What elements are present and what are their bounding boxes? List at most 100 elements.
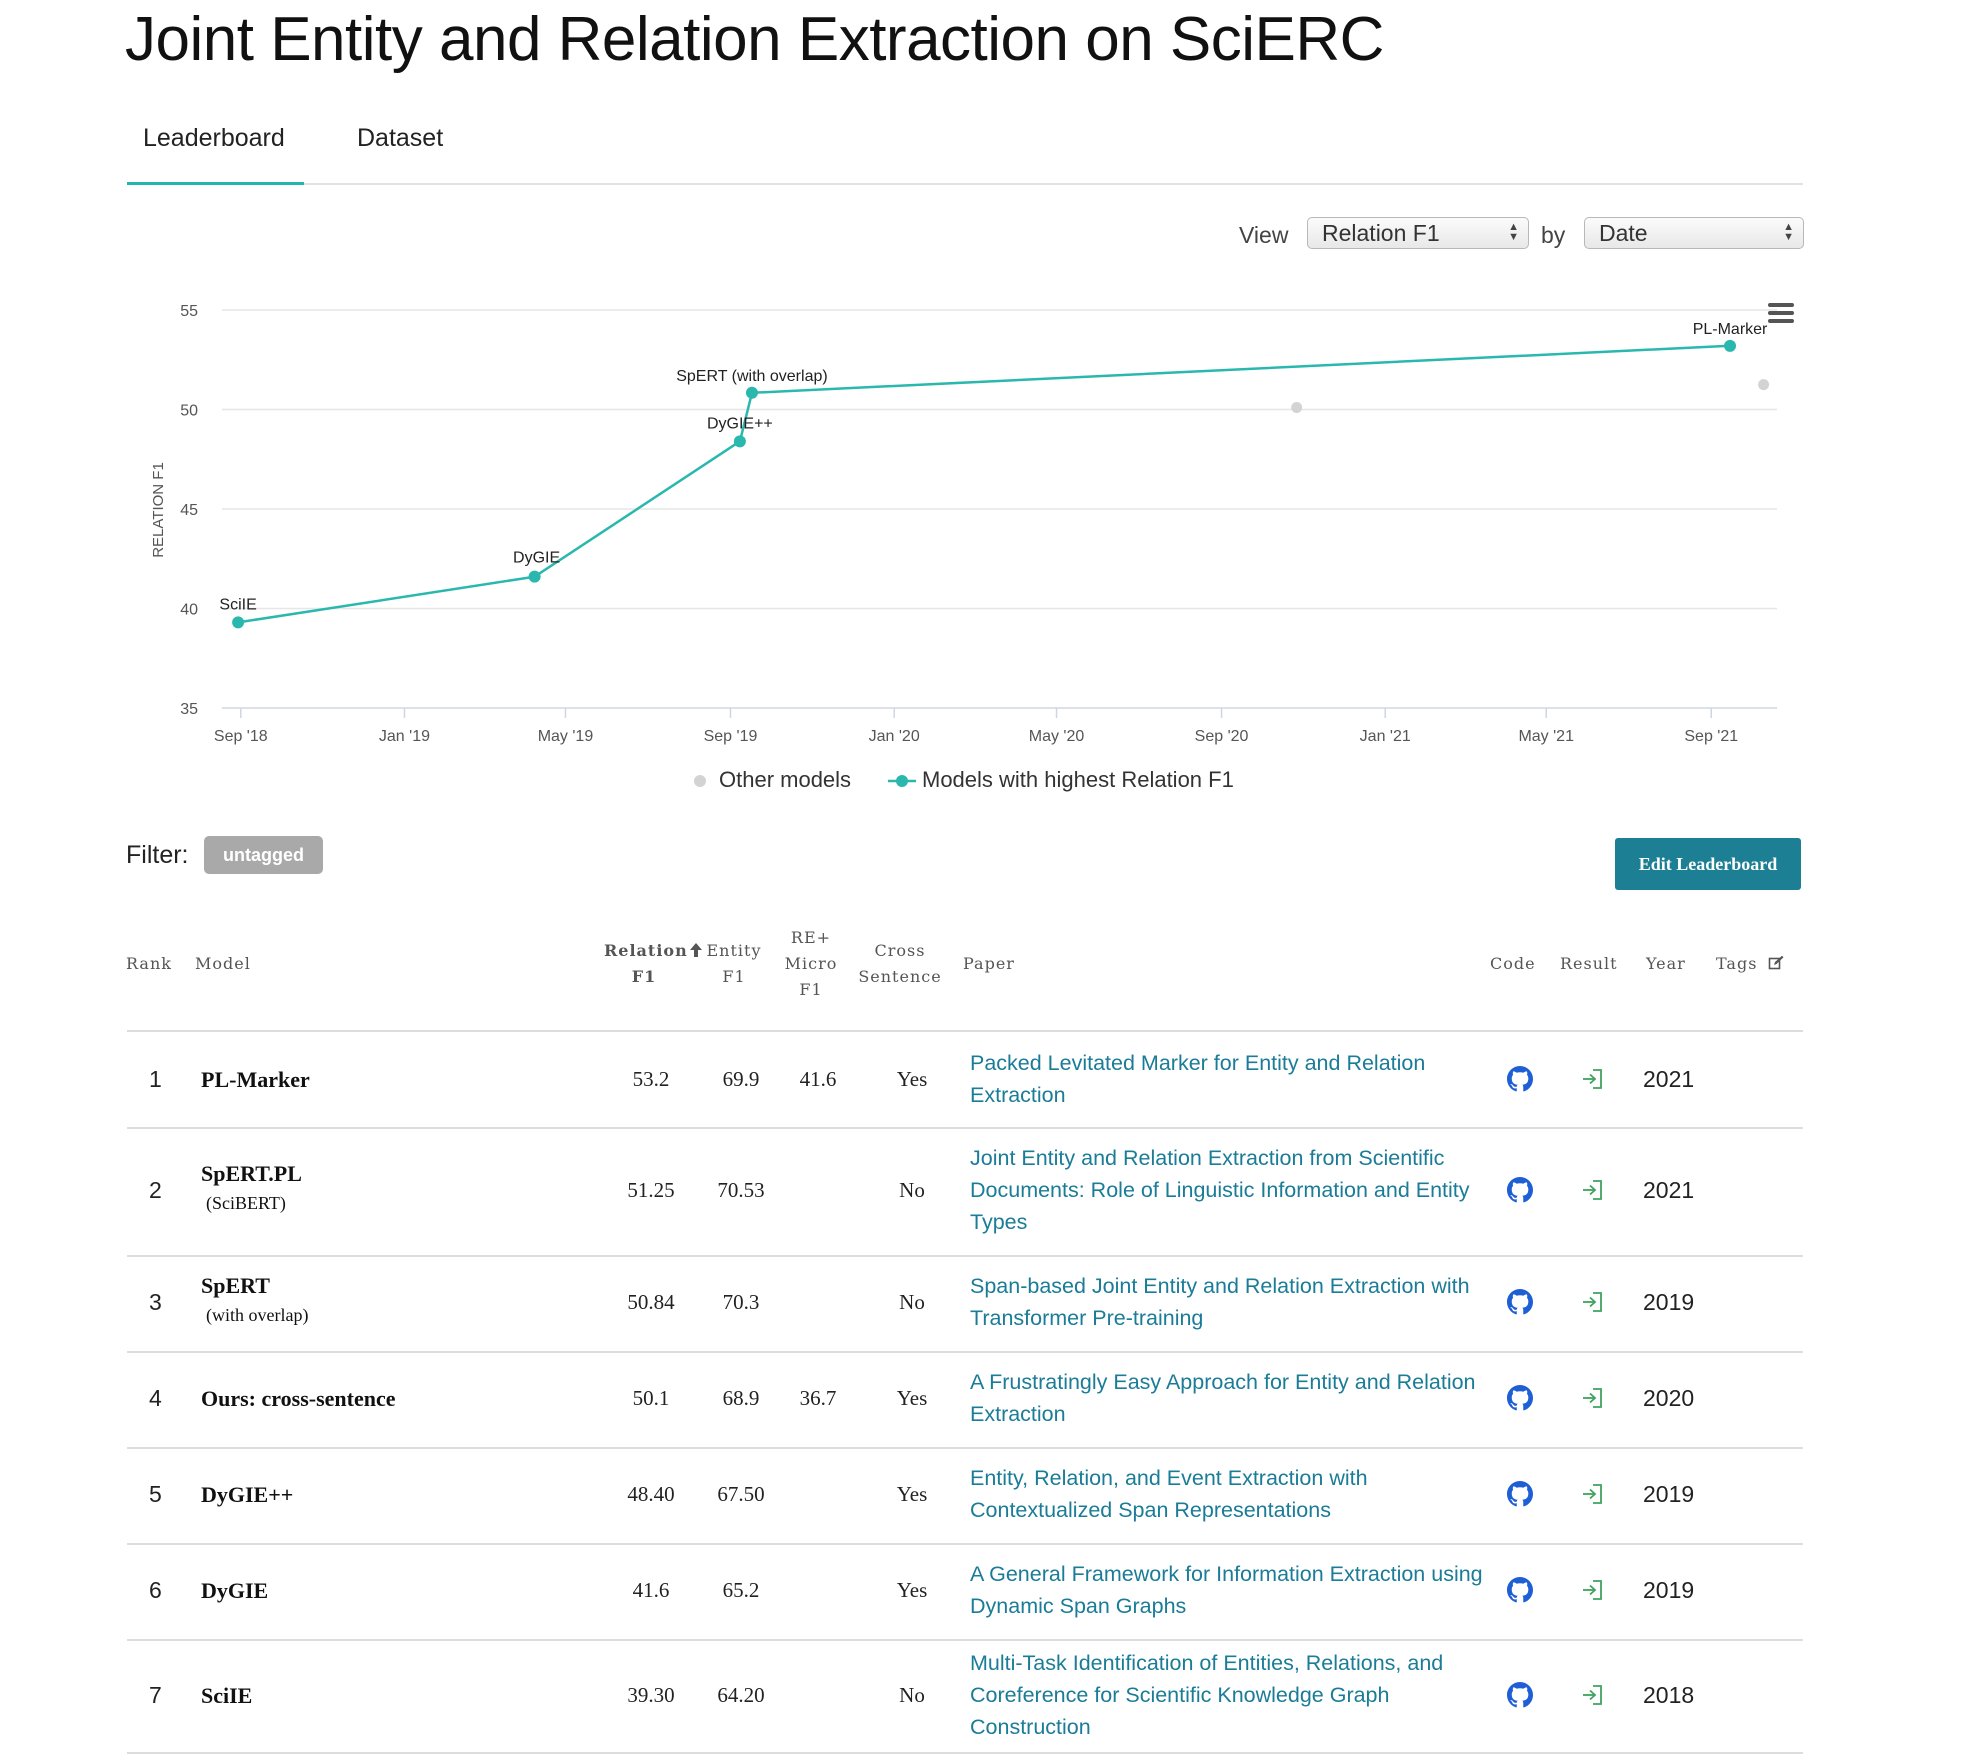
- tab-dataset[interactable]: Dataset: [357, 124, 444, 152]
- sort-by-select[interactable]: Date ▲ ▼: [1584, 217, 1804, 249]
- view-label: View: [1239, 222, 1289, 248]
- metric-select[interactable]: Relation F1 ▲ ▼: [1307, 217, 1529, 249]
- rank-cell: 2: [149, 1177, 162, 1203]
- legend-marker-best: [896, 775, 908, 787]
- entity-f1-cell: 69.9: [722, 1066, 760, 1091]
- paper-link[interactable]: Multi-Task Identification of Entities, R…: [970, 1650, 1444, 1739]
- edit-leaderboard-button[interactable]: Edit Leaderboard: [1615, 838, 1801, 890]
- hamburger-menu-icon[interactable]: [1768, 303, 1794, 323]
- x-tick-label: May '20: [1029, 728, 1085, 745]
- header-relation-f1[interactable]: Relation F1: [604, 938, 702, 990]
- y-tick-label: 35: [180, 701, 198, 718]
- sign-in-icon[interactable]: [1580, 1289, 1606, 1320]
- paper-link[interactable]: A Frustratingly Easy Approach for Entity…: [970, 1370, 1476, 1426]
- year-cell: 2019: [1643, 1481, 1695, 1507]
- sign-in-icon[interactable]: [1580, 1385, 1606, 1416]
- x-tick-label: Sep '19: [704, 728, 758, 745]
- header-re-micro-f1[interactable]: RE+ Micro F1: [776, 925, 846, 1003]
- header-result: Result: [1560, 954, 1618, 973]
- model-name: DyGIE++: [201, 1482, 294, 1507]
- header-cross-sentence[interactable]: Cross Sentence: [855, 938, 945, 990]
- paper-link[interactable]: Span-based Joint Entity and Relation Ext…: [970, 1274, 1470, 1330]
- relation-f1-cell: 41.6: [632, 1578, 670, 1602]
- cross-sentence-cell: No: [899, 1682, 925, 1707]
- cross-sentence-cell: Yes: [896, 1386, 928, 1410]
- header-relation-f1-line1: Relation: [604, 941, 688, 960]
- header-model[interactable]: Model: [195, 954, 251, 973]
- paper-link[interactable]: Joint Entity and Relation Extraction fro…: [970, 1146, 1470, 1234]
- header-year[interactable]: Year: [1646, 954, 1686, 973]
- paper-link[interactable]: A General Framework for Information Extr…: [970, 1562, 1483, 1618]
- y-tick-label: 40: [180, 602, 198, 619]
- cross-sentence-cell: No: [899, 1290, 925, 1314]
- model-name: PL-Marker: [201, 1066, 310, 1092]
- y-tick-label: 45: [180, 502, 198, 519]
- x-tick-label: May '19: [538, 728, 594, 745]
- y-tick-label: 55: [180, 303, 198, 320]
- rank-cell: 4: [149, 1385, 162, 1411]
- entity-f1-cell: 65.2: [722, 1578, 760, 1602]
- best-model-point: [232, 616, 245, 629]
- model-name: SpERT: [201, 1273, 270, 1298]
- header-entity-f1[interactable]: Entity F1: [699, 938, 769, 990]
- github-icon[interactable]: [1507, 1385, 1533, 1416]
- year-cell: 2018: [1643, 1681, 1695, 1708]
- year-cell: 2019: [1643, 1289, 1695, 1315]
- x-tick-label: Sep '21: [1684, 728, 1738, 745]
- legend-label-other: Other models: [719, 767, 851, 792]
- rank-cell: 5: [149, 1481, 162, 1507]
- best-model-point: [745, 386, 758, 399]
- best-models-line: [237, 344, 1731, 624]
- rank-cell: 3: [149, 1289, 162, 1315]
- relation-f1-chart: 35 40 45 50 55 Sep '18 Jan '19 May '19 Sep '19 J…: [150, 303, 1794, 792]
- sign-in-icon[interactable]: [1580, 1577, 1606, 1608]
- model-name: SpERT.PL: [201, 1161, 302, 1186]
- by-label: by: [1541, 222, 1566, 248]
- github-icon[interactable]: [1507, 1681, 1533, 1713]
- chart-legend: Other models Models with highest Relation…: [694, 767, 1234, 792]
- sign-in-icon[interactable]: [1580, 1066, 1606, 1097]
- header-code: Code: [1490, 954, 1536, 973]
- relation-f1-cell: 53.2: [632, 1066, 670, 1091]
- model-cell: SciIE: [201, 1683, 252, 1709]
- paper-link[interactable]: Entity, Relation, and Event Extraction w…: [970, 1466, 1368, 1522]
- header-cross-sentence-line1: Cross: [874, 941, 926, 960]
- chart-grid: [222, 309, 1777, 610]
- x-tick-label: Sep '20: [1195, 728, 1249, 745]
- filter-tag-untagged[interactable]: untagged: [204, 836, 323, 874]
- sign-in-icon[interactable]: [1580, 1481, 1606, 1512]
- sign-in-icon[interactable]: [1580, 1177, 1606, 1208]
- tab-leaderboard[interactable]: Leaderboard: [143, 124, 285, 152]
- cross-sentence-cell: Yes: [896, 1066, 928, 1091]
- rank-cell: 7: [149, 1681, 162, 1708]
- header-paper: Paper: [963, 954, 1015, 973]
- header-re-micro-f1-line2: Micro: [784, 954, 838, 973]
- edit-icon[interactable]: [1768, 955, 1784, 971]
- relation-f1-cell: 51.25: [627, 1178, 675, 1202]
- x-tick-label: Jan '21: [1360, 728, 1411, 745]
- github-icon[interactable]: [1507, 1481, 1533, 1512]
- header-entity-f1-line1: Entity: [706, 941, 762, 960]
- github-icon[interactable]: [1507, 1577, 1533, 1608]
- y-axis-ticks: 35 40 45 50 55: [180, 303, 198, 718]
- year-cell: 2019: [1643, 1577, 1695, 1603]
- github-icon[interactable]: [1507, 1177, 1533, 1208]
- rank-cell: 6: [149, 1577, 162, 1603]
- re-micro-f1-cell: 41.6: [799, 1066, 837, 1091]
- paper-link[interactable]: Packed Levitated Marker for Entity and R…: [970, 1050, 1426, 1107]
- github-icon[interactable]: [1507, 1065, 1533, 1097]
- best-model-point: [1724, 339, 1737, 352]
- year-cell: 2021: [1643, 1065, 1695, 1092]
- header-re-micro-f1-line1: RE+: [790, 928, 832, 947]
- table-row: 6 DyGIE 41.6 65.2 Yes A General Framework for…: [127, 1543, 1803, 1641]
- header-rank[interactable]: Rank: [126, 954, 172, 973]
- metric-select-value: Relation F1: [1322, 220, 1440, 246]
- cross-sentence-cell: Yes: [896, 1578, 928, 1602]
- github-icon[interactable]: [1507, 1289, 1533, 1320]
- relation-f1-cell: 50.84: [627, 1290, 675, 1314]
- sign-in-icon[interactable]: [1580, 1682, 1606, 1713]
- best-model-point: [528, 570, 541, 583]
- model-name: SciIE: [201, 1682, 253, 1708]
- model-cell: SpERT (with overlap): [201, 1273, 308, 1326]
- sort-by-select-value: Date: [1599, 220, 1648, 246]
